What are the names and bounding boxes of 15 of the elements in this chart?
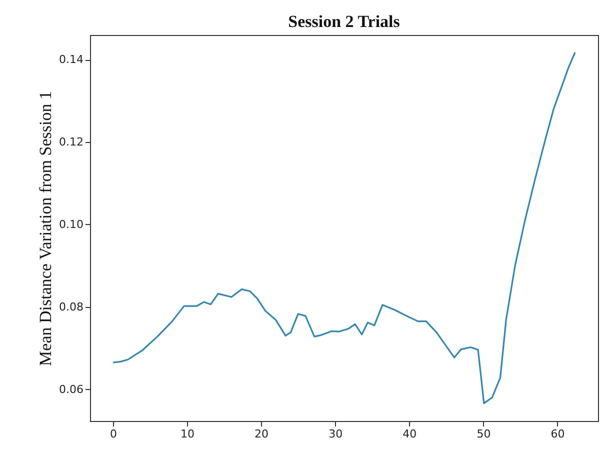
y-tick-label: 0.10 [59,218,84,231]
x-tick-label: 30 [328,428,343,440]
x-tick-label: 50 [476,428,491,440]
y-tick-label: 0.08 [59,300,84,314]
x-tick-label: 10 [180,428,195,440]
y-tick-label: 0.12 [59,136,84,149]
x-tick-label: 40 [402,428,417,440]
x-tick-label: 60 [550,428,565,440]
chart-title: Session 2 Trials [288,12,400,31]
x-tick-label: 0 [110,428,117,440]
x-tick-label: 20 [254,428,269,440]
y-tick-label: 0.14 [59,53,84,66]
y-axis-title: Mean Distance Variation from Session 1 [36,91,56,366]
y-tick-label: 0.06 [59,382,84,396]
line-series [112,52,576,404]
